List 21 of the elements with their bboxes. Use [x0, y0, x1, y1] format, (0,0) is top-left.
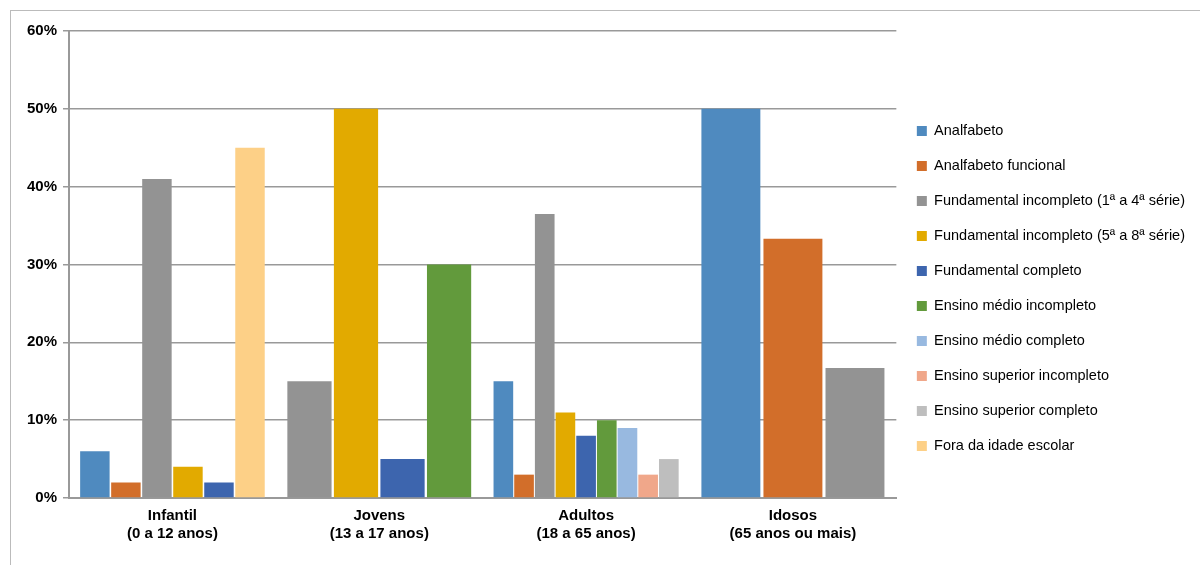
- legend-label: Fora da idade escolar: [934, 437, 1075, 453]
- y-tick-label: 20%: [26, 332, 58, 350]
- legend-label: Analfabeto: [934, 122, 1004, 138]
- y-tick-label: 0%: [35, 488, 58, 506]
- legend-label: Ensino médio completo: [934, 332, 1085, 348]
- legend-label: Ensino superior incompleto: [934, 367, 1109, 383]
- legend-label: Ensino médio incompleto: [934, 297, 1097, 313]
- x-tick-label: Idosos (65 anos ou mais): [729, 506, 857, 542]
- y-tick-label: 60%: [26, 21, 58, 39]
- y-tick-label: 40%: [26, 176, 58, 194]
- x-tick-label: Infantil (0 a 12 anos): [127, 506, 218, 542]
- legend-label: Ensino superior completo: [934, 402, 1098, 418]
- legend-label: Fundamental incompleto (5ª a 8ª série): [934, 227, 1186, 243]
- x-tick-label: Jovens (13 a 17 anos): [329, 506, 429, 542]
- x-tick-label: Adultos (18 a 65 anos): [536, 506, 636, 542]
- y-tick-label: 10%: [26, 410, 58, 428]
- y-tick-label: 30%: [26, 254, 58, 272]
- legend-label: Fundamental completo: [934, 262, 1082, 278]
- legend-label: Analfabeto funcional: [934, 157, 1066, 173]
- legend-label: Fundamental incompleto (1ª a 4ª série): [934, 192, 1186, 208]
- y-tick-label: 50%: [26, 98, 58, 116]
